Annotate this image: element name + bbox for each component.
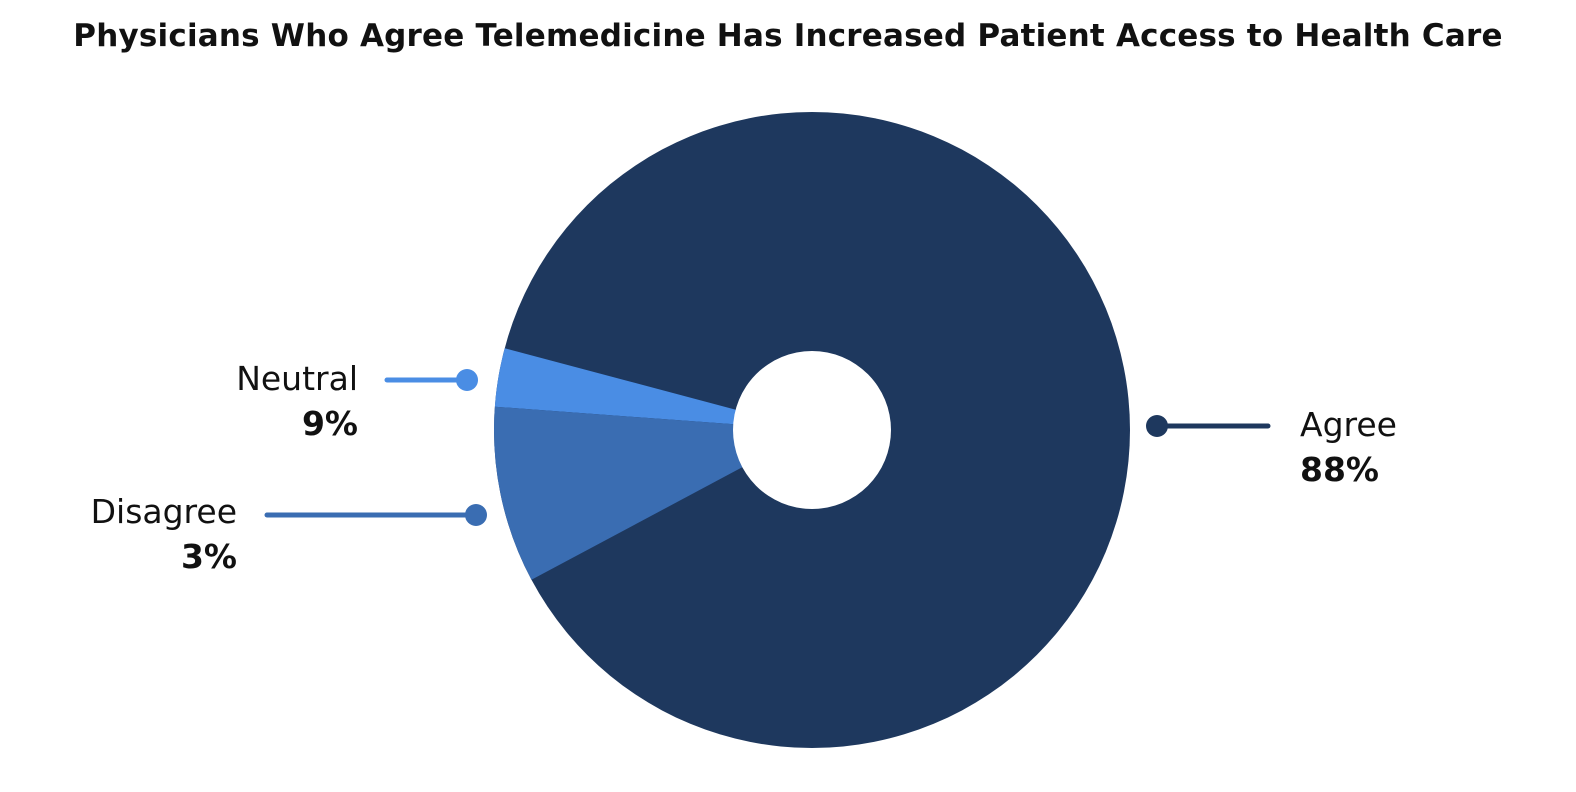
- chart-title: Physicians Who Agree Telemedicine Has In…: [73, 18, 1503, 54]
- label-disagree: Disagree: [91, 492, 237, 531]
- value-label-disagree: 3%: [181, 537, 237, 576]
- value-label-agree: 88%: [1300, 450, 1379, 489]
- value-label-neutral: 9%: [302, 404, 358, 443]
- slice-neutral: [494, 348, 812, 430]
- label-agree: Agree: [1300, 405, 1397, 444]
- callout-group: Agree 88% Neutral 9% Disagree 3%: [91, 359, 1397, 576]
- donut-hole: [733, 351, 891, 509]
- callout-dot-disagree: [465, 504, 487, 526]
- slice-disagree: [494, 406, 812, 580]
- label-neutral: Neutral: [236, 359, 358, 398]
- callout-dot-agree: [1146, 415, 1168, 437]
- callout-dot-neutral: [456, 369, 478, 391]
